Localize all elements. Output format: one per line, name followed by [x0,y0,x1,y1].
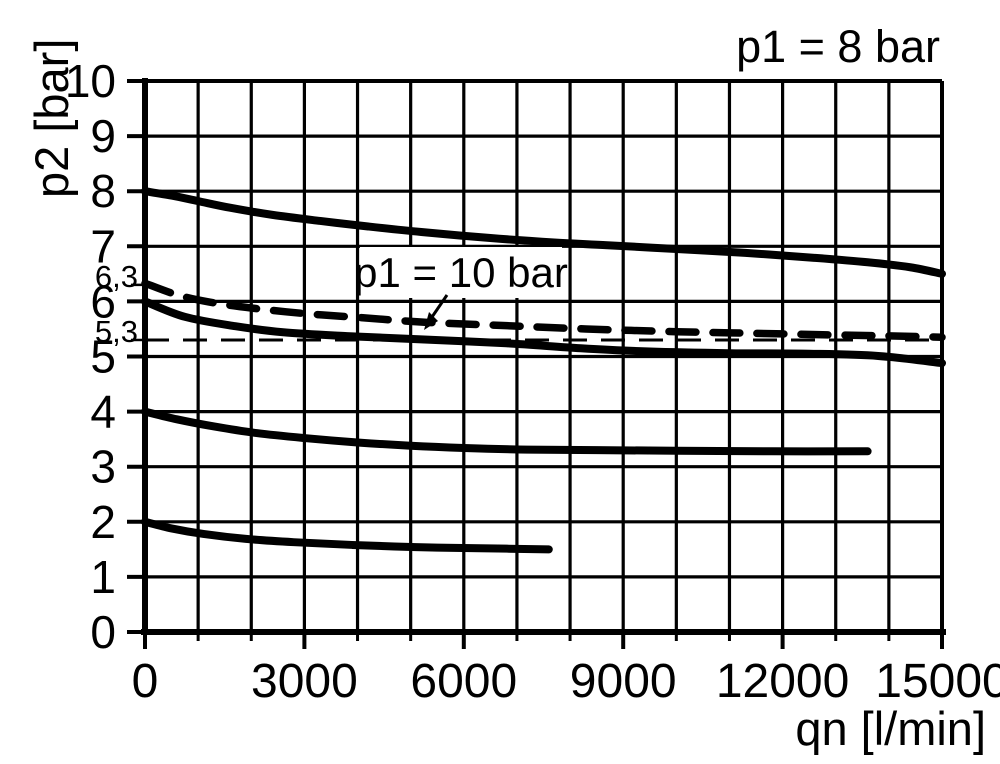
x-tick-label: 0 [132,655,159,708]
y-tick-label: 9 [90,110,116,162]
x-tick-label: 15000 [875,655,1000,708]
y-tick-label: 1 [90,551,116,603]
y-tick-label: 5 [90,331,116,383]
curve-p1-10bar-dashed [141,279,946,341]
curve-annotation-label: p1 = 10 bar [354,249,568,296]
curve-outlet-setting-4bar [141,407,872,456]
y-special-tick-label: 6,3 [95,259,138,294]
y-tick-label: 10 [65,55,116,107]
x-tick-label: 12000 [716,655,849,708]
curve-outlet-setting-6bar [141,297,946,368]
y-axis-title: p2 [bar] [25,39,78,198]
chart-title-annotation: p1 = 8 bar [736,21,940,72]
y-tick-label: 3 [90,441,116,493]
x-tick-label: 6000 [410,655,517,708]
y-tick-label: 7 [90,220,116,272]
annotation-leader-line [430,294,449,318]
x-axis-title: qn [l/min] [795,702,986,755]
y-tick-label: 8 [90,165,116,217]
y-special-tick-label: 5,3 [95,314,138,349]
curve-annotation: p1 = 10 bar [354,247,568,330]
curve-outlet-setting-2bar [141,517,553,554]
y-tick-label: 0 [90,606,116,658]
annotation-background [360,247,562,298]
x-tick-label: 3000 [251,655,358,708]
y-tick-label: 2 [90,496,116,548]
curve-outlet-setting-8bar [141,187,946,278]
y-tick-label: 6 [90,275,116,327]
x-tick-label: 9000 [570,655,677,708]
y-tick-label: 4 [90,386,116,438]
